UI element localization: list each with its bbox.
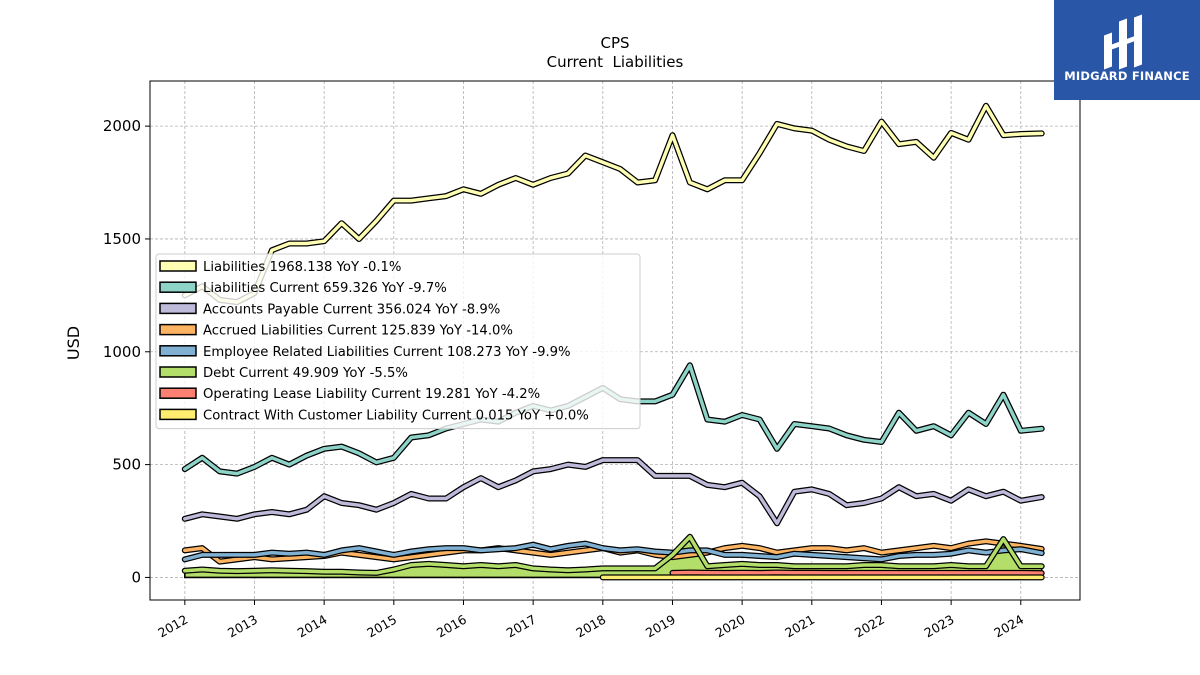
legend-label: Liabilities Current 659.326 YoY -9.7% [203, 281, 447, 296]
legend-swatch [159, 345, 197, 357]
x-tick-label: 2014 [295, 612, 330, 641]
legend-swatch [159, 260, 197, 272]
y-axis-label: USD [64, 326, 83, 360]
x-tick-label: 2021 [782, 612, 817, 641]
x-tick-label: 2017 [504, 612, 539, 641]
legend-label: Liabilities 1968.138 YoY -0.1% [203, 260, 401, 275]
series-line [183, 541, 1044, 562]
y-tick-label: 500 [112, 456, 141, 474]
x-tick-label: 2018 [573, 612, 608, 641]
y-tick-label: 1500 [103, 230, 141, 248]
legend-swatch [159, 302, 197, 315]
legend-label: Accounts Payable Current 356.024 YoY -8.… [203, 302, 500, 317]
legend-swatch [159, 387, 197, 399]
y-tick-label: 1000 [103, 343, 141, 361]
x-tick-label: 2015 [364, 612, 399, 641]
legend-label: Employee Related Liabilities Current 108… [203, 345, 571, 360]
legend-label: Contract With Customer Liability Current… [203, 408, 589, 423]
series-line-outline [181, 457, 1045, 527]
x-tick-label: 2013 [225, 612, 260, 641]
legend-label: Accrued Liabilities Current 125.839 YoY … [203, 324, 513, 339]
y-tick-label: 2000 [103, 117, 141, 135]
x-tick-label: 2020 [713, 612, 748, 641]
x-tick-label: 2024 [991, 612, 1026, 641]
series-line [183, 104, 1044, 304]
legend-swatch [159, 408, 197, 421]
legend-label: Operating Lease Liability Current 19.281… [203, 387, 540, 402]
legend-swatch [159, 323, 197, 336]
chart-subtitle: Current Liabilities [547, 53, 684, 71]
legend-swatch [159, 366, 197, 378]
chart-title: CPS [600, 34, 629, 52]
y-tick-label: 0 [131, 568, 141, 586]
legend: Liabilities 1968.138 YoY -0.1% Liabilitie… [155, 253, 641, 430]
midgard-logo-icon [1104, 14, 1142, 70]
x-tick-label: 2012 [155, 612, 190, 641]
brand-logo: MIDGARD FINANCE [1054, 0, 1200, 100]
logo-text: MIDGARD FINANCE [1064, 69, 1190, 83]
x-tick-label: 2023 [922, 612, 957, 641]
plot-frame [149, 80, 1081, 601]
legend-box [155, 253, 641, 430]
legend-swatch [159, 281, 197, 293]
series-line [670, 570, 1044, 575]
series-line [183, 535, 1044, 575]
series-line [183, 458, 1044, 526]
x-tick-label: 2016 [434, 612, 469, 641]
x-tick-label: 2022 [852, 612, 887, 641]
x-tick-label: 2019 [643, 612, 678, 641]
legend-label: Debt Current 49.909 YoY -5.5% [203, 366, 408, 381]
